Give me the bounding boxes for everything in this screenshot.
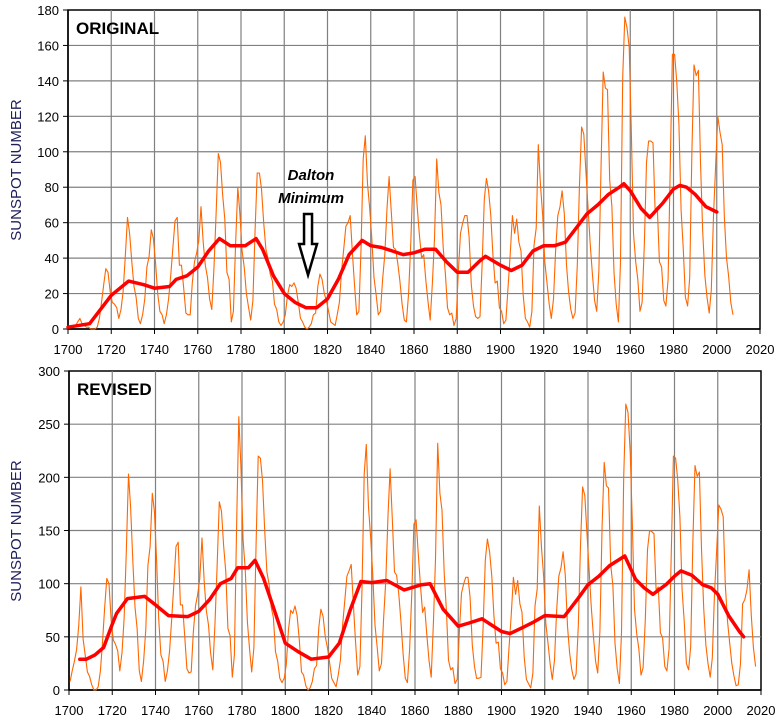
revised-y-axis-label: SUNSPOT NUMBER — [8, 460, 25, 602]
original-x-tick-label: 1720 — [97, 342, 126, 357]
revised-x-tick-label: 1980 — [660, 703, 689, 718]
dalton-annotation-line1: Dalton — [288, 167, 335, 184]
original-x-tick-label: 1700 — [54, 342, 83, 357]
original-y-tick-label: 120 — [37, 109, 59, 124]
original-x-tick-label: 1820 — [313, 342, 342, 357]
original-x-tick-label: 1940 — [573, 342, 602, 357]
original-x-tick-label: 1780 — [227, 342, 256, 357]
original-y-tick-label: 80 — [45, 180, 59, 195]
original-panel: 1700 1720 1740 1760 1780 1800 1820 1840 1860 1880… — [37, 3, 774, 357]
original-y-tick-label: 160 — [37, 38, 59, 53]
revised-x-tick-label: 1740 — [141, 703, 170, 718]
revised-x-tick-label: 1760 — [184, 703, 213, 718]
revised-x-tick-label: 1940 — [574, 703, 603, 718]
original-x-tick-label: 1980 — [659, 342, 688, 357]
original-x-tick-label: 1920 — [529, 342, 558, 357]
dalton-annotation-line2: Minimum — [278, 190, 344, 207]
revised-x-tick-label: 1960 — [617, 703, 646, 718]
revised-x-tick-label: 1920 — [530, 703, 559, 718]
original-y-axis-label: SUNSPOT NUMBER — [8, 99, 25, 241]
revised-smoothed-series-line — [78, 554, 746, 661]
revised-y-tick-label: 0 — [53, 683, 60, 698]
revised-x-tick-label: 1880 — [444, 703, 473, 718]
original-y-tick-label: 20 — [45, 287, 59, 302]
original-title: ORIGINAL — [76, 19, 159, 38]
revised-y-tick-label: 50 — [46, 630, 60, 645]
revised-title: REVISED — [77, 380, 152, 399]
original-x-tick-label: 1800 — [270, 342, 299, 357]
revised-x-tick-label: 1780 — [228, 703, 257, 718]
original-x-tick-label: 1880 — [443, 342, 472, 357]
down-arrow-icon — [297, 212, 319, 280]
revised-x-tick-label: 1700 — [55, 703, 84, 718]
revised-x-tick-label: 1800 — [271, 703, 300, 718]
original-y-tick-label: 100 — [37, 145, 59, 160]
revised-x-tick-label: 2020 — [747, 703, 776, 718]
revised-y-tick-label: 250 — [38, 417, 60, 432]
revised-x-tick-label: 1820 — [314, 703, 343, 718]
revised-y-tick-label: 300 — [38, 364, 60, 379]
revised-x-tick-label: 1840 — [357, 703, 386, 718]
original-y-tick-label: 0 — [52, 322, 59, 337]
revised-y-tick-label: 150 — [38, 524, 60, 539]
revised-yearly-series-line — [69, 403, 757, 691]
original-x-tick-label: 1960 — [616, 342, 645, 357]
original-smoothed-series-line — [66, 181, 719, 329]
revised-x-tick-label: 1860 — [401, 703, 430, 718]
revised-y-tick-label: 200 — [38, 470, 60, 485]
revised-panel: 1700 1720 1740 1760 1780 1800 1820 1840 1860 1880… — [38, 364, 775, 718]
original-x-tick-label: 1760 — [183, 342, 212, 357]
revised-x-tick-label: 1900 — [487, 703, 516, 718]
original-y-tick-label: 40 — [45, 251, 59, 266]
original-x-tick-label: 2000 — [702, 342, 731, 357]
revised-y-tick-label: 100 — [38, 577, 60, 592]
original-x-tick-label: 1840 — [356, 342, 385, 357]
original-x-tick-label: 1860 — [400, 342, 429, 357]
revised-x-tick-label: 2000 — [703, 703, 732, 718]
original-y-tick-label: 60 — [45, 216, 59, 231]
original-x-tick-label: 1740 — [140, 342, 169, 357]
original-y-tick-label: 140 — [37, 74, 59, 89]
revised-x-tick-label: 1720 — [98, 703, 127, 718]
original-x-tick-label: 1900 — [486, 342, 515, 357]
original-y-tick-label: 180 — [37, 3, 59, 18]
original-x-tick-label: 2020 — [746, 342, 775, 357]
original-yearly-series-line — [69, 16, 734, 330]
